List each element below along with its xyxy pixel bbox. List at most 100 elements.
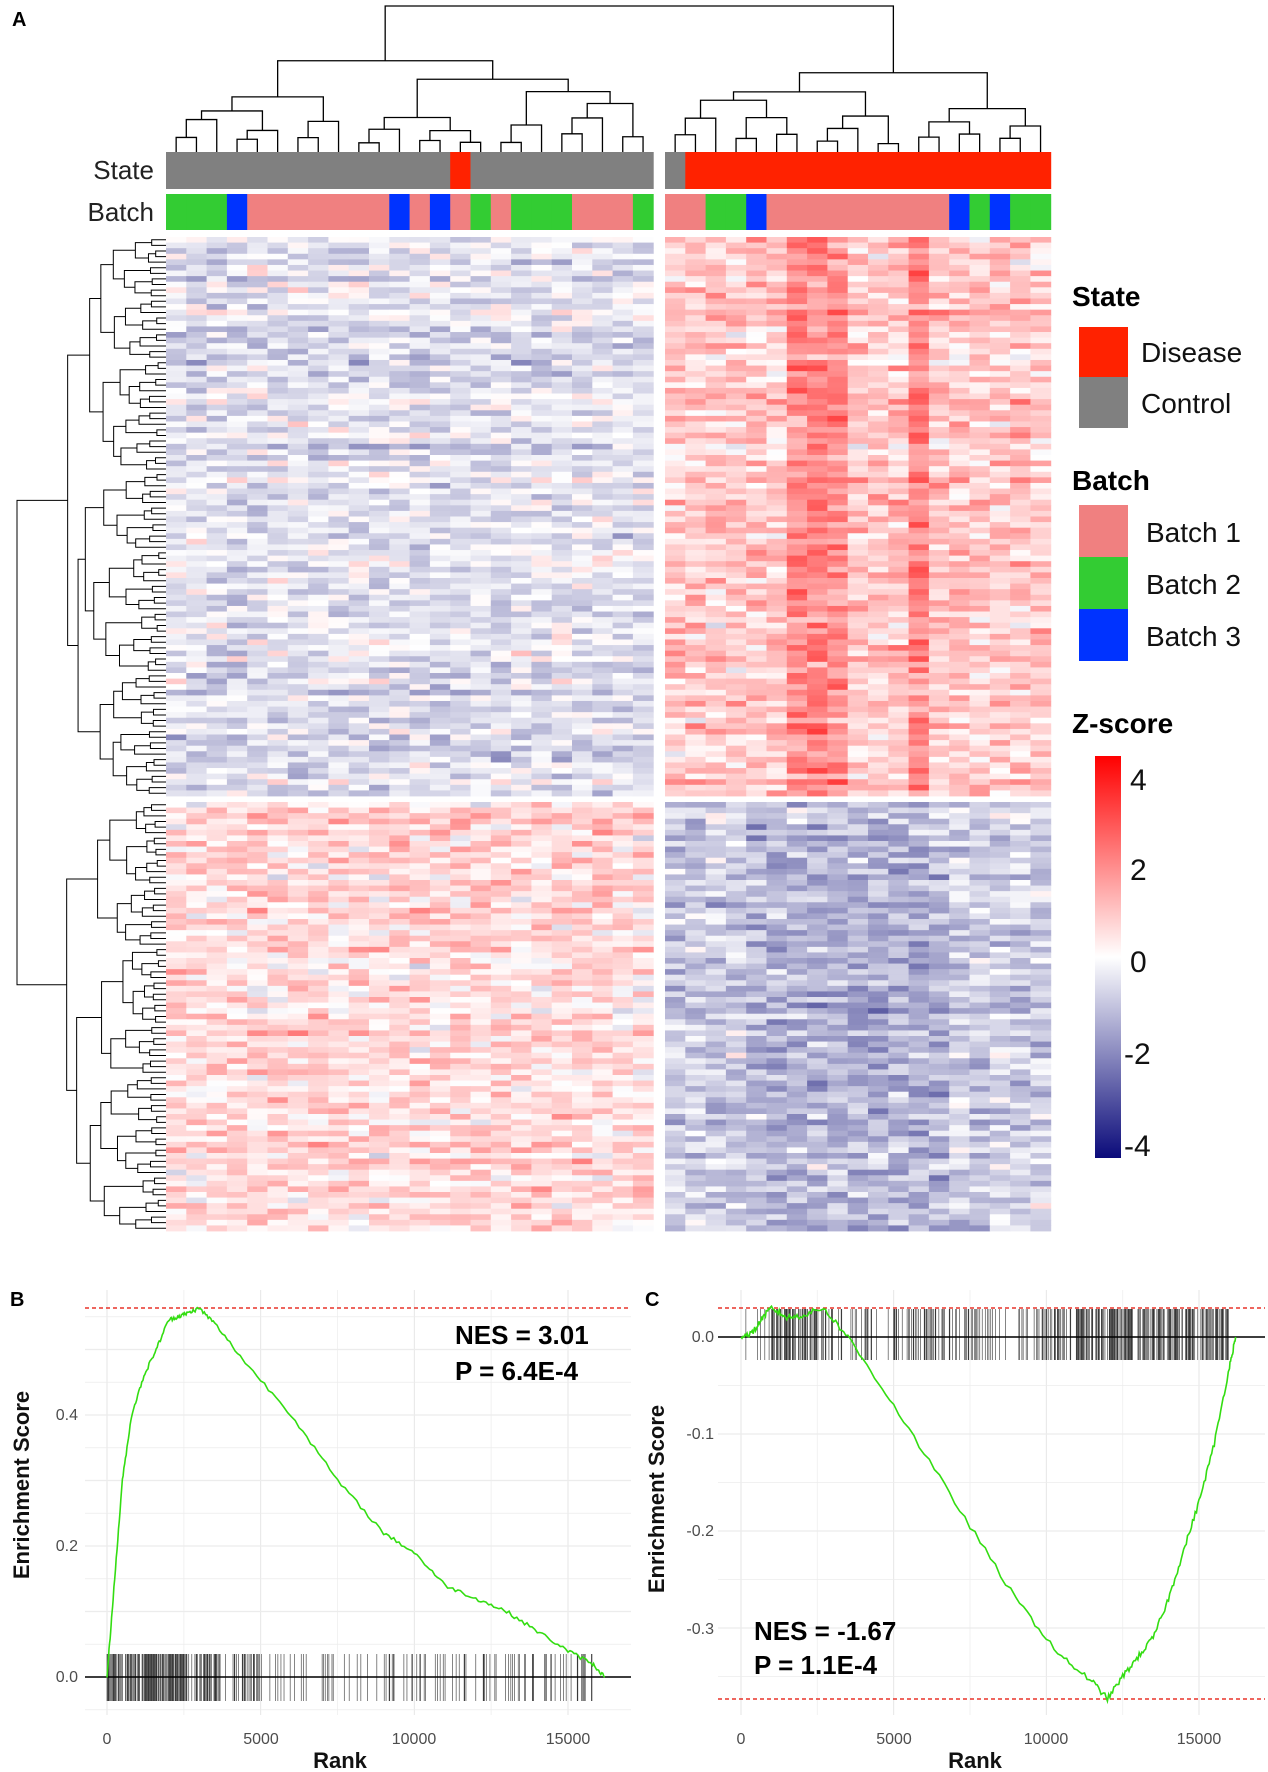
heatmap-cell <box>1030 505 1052 512</box>
heatmap-cell <box>888 829 910 836</box>
heatmap-cell <box>612 846 634 853</box>
heatmap-cell <box>450 270 471 277</box>
heatmap-cell <box>226 365 248 372</box>
heatmap-cell <box>409 482 431 489</box>
heatmap-cell <box>267 829 289 836</box>
heatmap-cell <box>766 354 788 361</box>
heatmap-cell <box>868 326 889 333</box>
heatmap-cell <box>531 337 553 344</box>
heatmap-cell <box>612 471 634 478</box>
heatmap-cell <box>369 594 390 601</box>
heatmap-cell <box>511 639 532 646</box>
heatmap-cell <box>450 505 471 512</box>
heatmap-cell <box>592 371 614 378</box>
heatmap-cell <box>267 561 289 568</box>
heatmap-cell <box>429 734 451 741</box>
heatmap-cell <box>908 611 930 618</box>
heatmap-cell <box>665 779 686 786</box>
heatmap-cell <box>908 421 930 428</box>
heatmap-cell <box>490 734 512 741</box>
heatmap-cell <box>166 415 187 422</box>
heatmap-cell <box>705 432 727 439</box>
heatmap-cell <box>531 253 553 260</box>
heatmap-cell <box>409 723 431 730</box>
heatmap-cell <box>531 756 553 763</box>
heatmap-cell <box>369 583 390 590</box>
heatmap-cell <box>786 393 808 400</box>
heatmap-cell <box>746 455 767 461</box>
heatmap-cell <box>531 287 553 294</box>
heatmap-cell <box>807 421 828 428</box>
heatmap-cell <box>868 706 889 713</box>
heatmap-cell <box>786 365 808 372</box>
heatmap-cell <box>328 734 350 741</box>
heatmap-cell <box>409 477 431 484</box>
heatmap-cell <box>328 846 350 853</box>
heatmap-cell <box>206 841 228 847</box>
heatmap-cell <box>1010 740 1031 747</box>
heatmap-cell <box>612 399 634 406</box>
heatmap-cell <box>632 421 654 428</box>
heatmap-cell <box>511 443 532 450</box>
heatmap-cell <box>612 706 634 713</box>
heatmap-cell <box>786 237 808 243</box>
heatmap-cell <box>328 717 350 724</box>
heatmap-cell <box>511 740 532 747</box>
heatmap-cell <box>1030 237 1052 243</box>
heatmap-cell <box>705 740 727 747</box>
heatmap-cell <box>206 689 228 696</box>
batch-cell <box>746 194 767 230</box>
heatmap-cell <box>348 455 370 461</box>
heatmap-cell <box>166 700 187 707</box>
heatmap-cell <box>949 706 970 713</box>
heatmap-cell <box>592 589 614 596</box>
heatmap-cell <box>908 756 930 763</box>
heatmap-cell <box>1030 790 1052 797</box>
heatmap-cell <box>409 494 431 501</box>
heatmap-cell <box>308 264 329 271</box>
heatmap-cell <box>949 348 970 355</box>
heatmap-cell <box>827 455 849 461</box>
heatmap-cell <box>807 488 828 495</box>
heatmap-cell <box>348 712 370 719</box>
heatmap-cell <box>665 667 686 674</box>
heatmap-cell <box>572 522 593 529</box>
heatmap-cell <box>612 359 634 366</box>
heatmap-cell <box>490 438 512 445</box>
heatmap-cell <box>348 488 370 495</box>
heatmap-cell <box>705 673 727 680</box>
heatmap-cell <box>969 594 991 601</box>
heatmap-cell <box>206 684 228 691</box>
heatmap-cell <box>928 365 950 372</box>
heatmap-cell <box>807 645 828 652</box>
heatmap-cell <box>226 802 248 808</box>
heatmap-cell <box>369 326 390 333</box>
heatmap-cell <box>725 846 747 853</box>
heatmap-cell <box>287 276 309 283</box>
heatmap-cell <box>807 583 828 590</box>
heatmap-cell <box>868 661 889 668</box>
heatmap-cell <box>847 650 869 657</box>
heatmap-cell <box>807 471 828 478</box>
heatmap-cell <box>766 393 788 400</box>
heatmap-cell <box>766 399 788 406</box>
heatmap-cell <box>287 768 309 775</box>
heatmap-cell <box>308 678 329 685</box>
heatmap-cell <box>989 315 1011 322</box>
heatmap-cell <box>389 667 411 674</box>
heatmap-cell <box>928 522 950 529</box>
heatmap-cell <box>226 639 248 646</box>
heatmap-cell <box>665 348 686 355</box>
state-cell <box>1030 152 1052 189</box>
heatmap-cell <box>226 287 248 294</box>
heatmap-cell <box>511 673 532 680</box>
heatmap-cell <box>308 292 329 299</box>
heatmap-cell <box>989 337 1011 344</box>
heatmap-cell <box>827 740 849 747</box>
dendrogram-branch <box>674 134 697 152</box>
heatmap-cell <box>429 689 451 696</box>
heatmap-cell <box>685 259 707 266</box>
heatmap-cell <box>490 751 512 758</box>
heatmap-cell <box>888 728 910 735</box>
heatmap-cell <box>490 555 512 562</box>
